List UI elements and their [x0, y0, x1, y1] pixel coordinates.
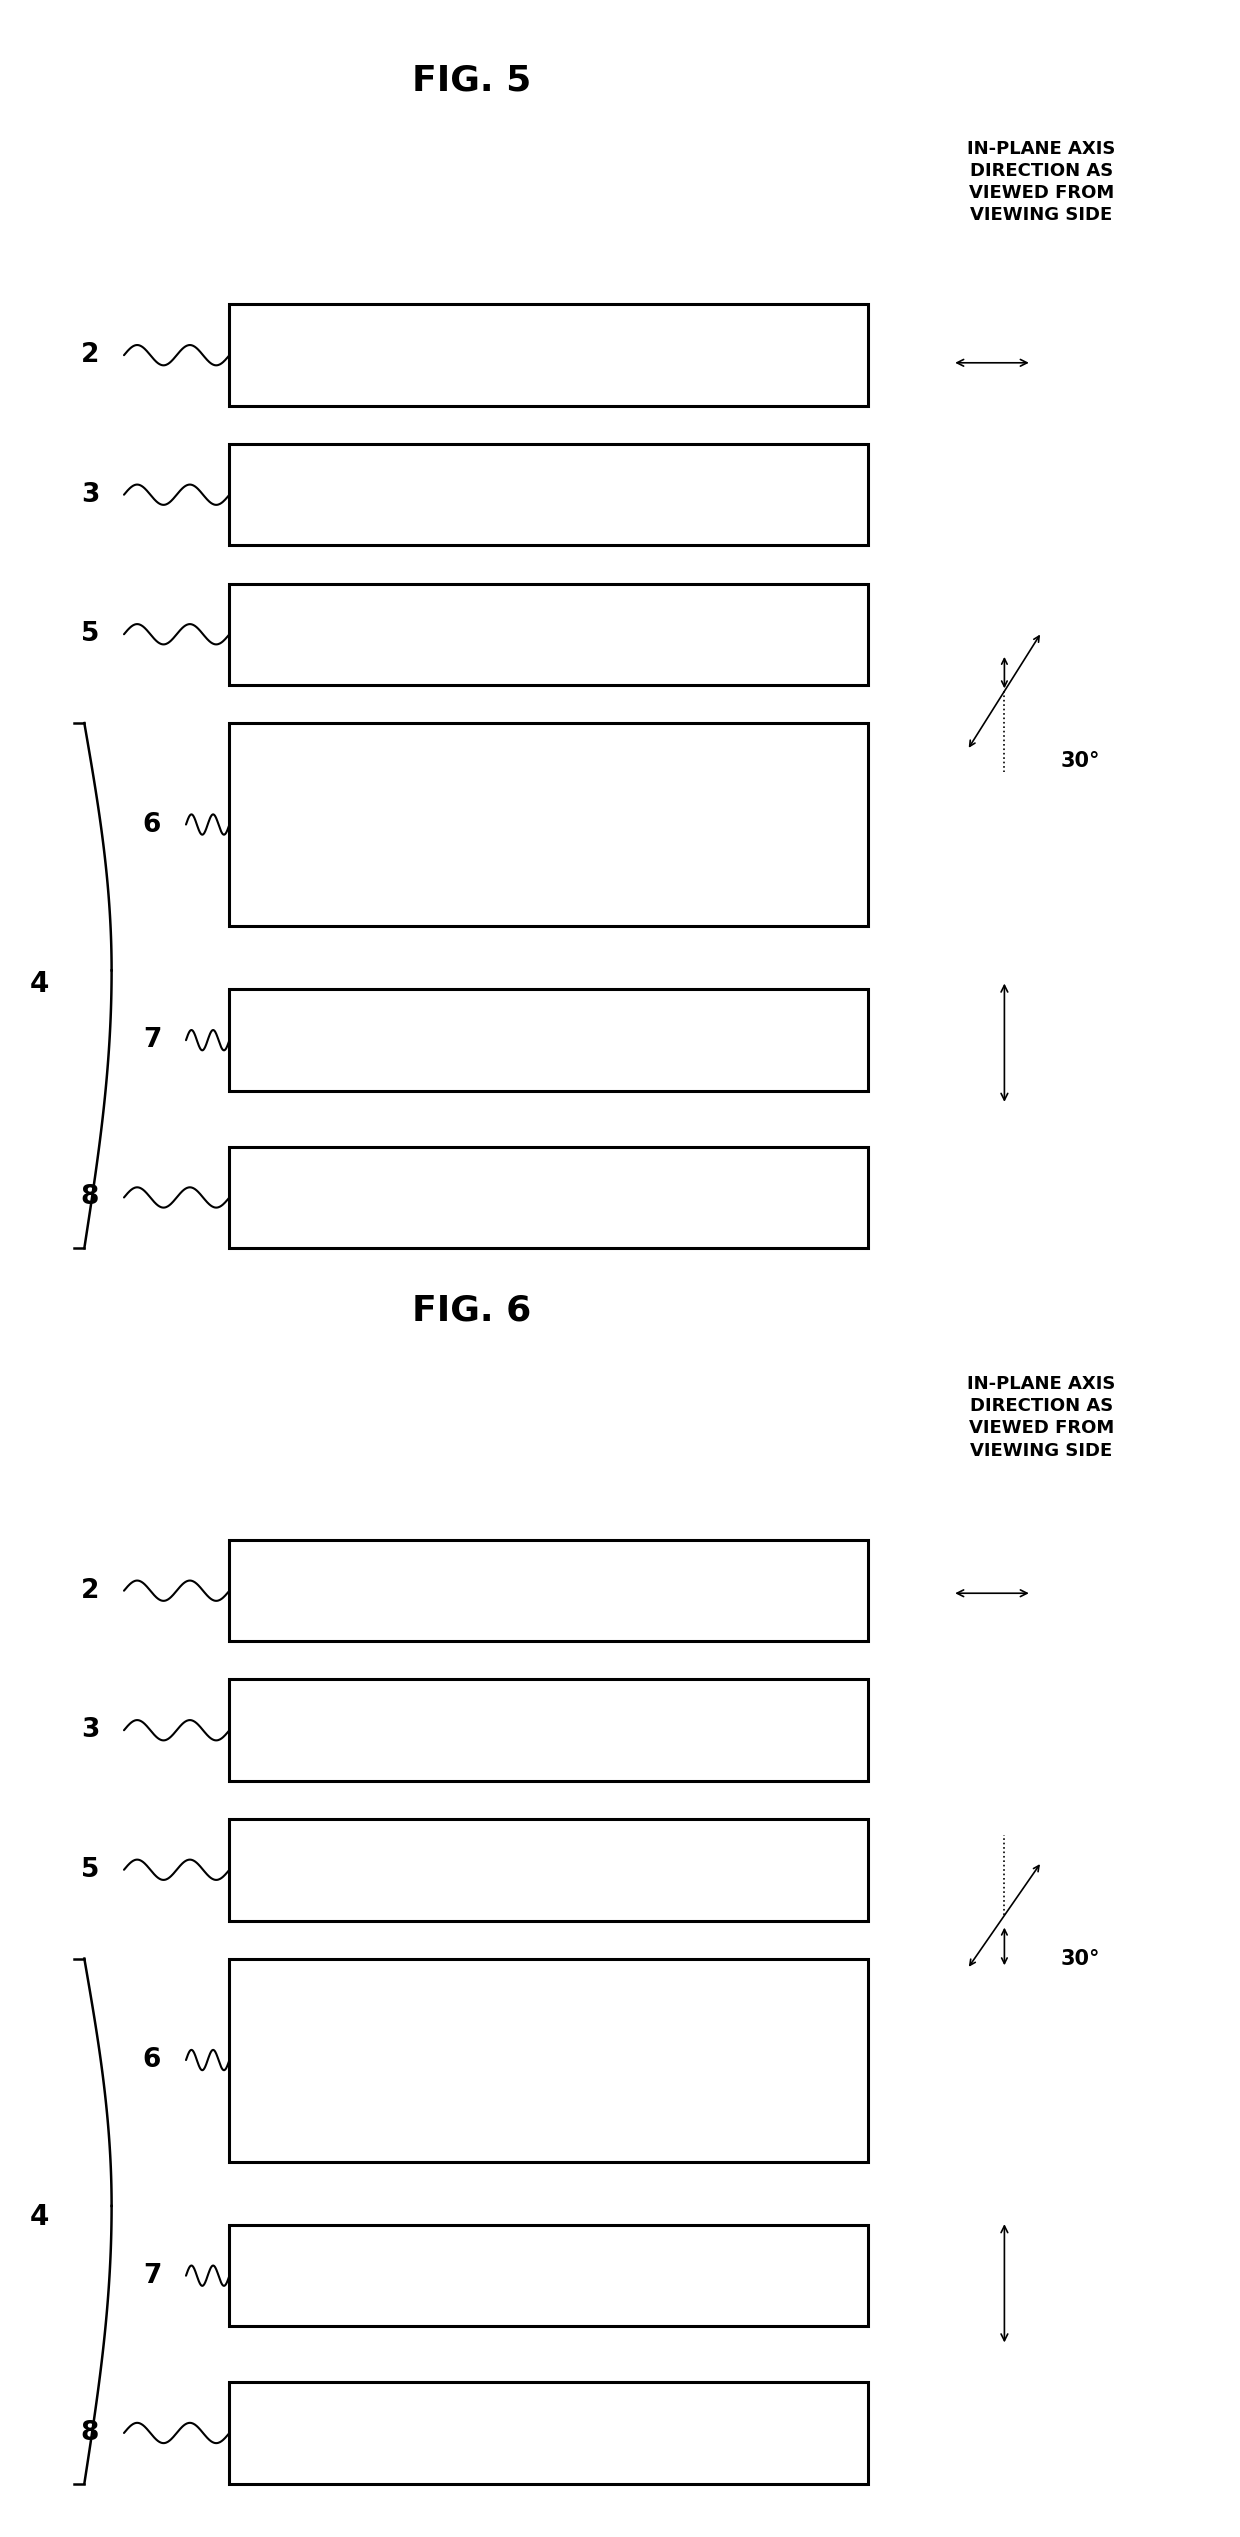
Bar	[229, 1679, 868, 1781]
Bar	[229, 304, 868, 406]
Text: 30°: 30°	[1060, 751, 1100, 771]
Text: FIG. 6: FIG. 6	[412, 1294, 531, 1327]
Text: 30°: 30°	[1060, 1948, 1100, 1969]
Text: 2: 2	[81, 342, 99, 368]
Text: 8: 8	[81, 2420, 99, 2446]
Bar	[229, 1959, 868, 2162]
Text: 3: 3	[81, 482, 99, 507]
Text: 6: 6	[143, 812, 161, 837]
Bar	[229, 1819, 868, 1921]
Text: 2: 2	[81, 1578, 99, 1603]
Bar	[229, 1147, 868, 1248]
Text: 4: 4	[30, 969, 50, 1000]
Text: 5: 5	[81, 622, 99, 647]
Bar	[229, 2382, 868, 2484]
Text: 3: 3	[81, 1718, 99, 1743]
Text: 8: 8	[81, 1185, 99, 1210]
Bar	[229, 1540, 868, 1641]
Text: IN-PLANE AXIS
DIRECTION AS
VIEWED FROM
VIEWING SIDE: IN-PLANE AXIS DIRECTION AS VIEWED FROM V…	[967, 140, 1116, 223]
Text: 7: 7	[143, 1027, 161, 1053]
Bar	[229, 723, 868, 926]
Text: 6: 6	[143, 2047, 161, 2073]
Bar	[229, 444, 868, 545]
Text: IN-PLANE AXIS
DIRECTION AS
VIEWED FROM
VIEWING SIDE: IN-PLANE AXIS DIRECTION AS VIEWED FROM V…	[967, 1375, 1116, 1459]
Bar	[229, 2225, 868, 2326]
Bar	[229, 989, 868, 1091]
Bar	[229, 584, 868, 685]
Text: 4: 4	[30, 2202, 50, 2233]
Text: 5: 5	[81, 1857, 99, 1882]
Text: FIG. 5: FIG. 5	[412, 63, 531, 96]
Text: 7: 7	[143, 2263, 161, 2288]
